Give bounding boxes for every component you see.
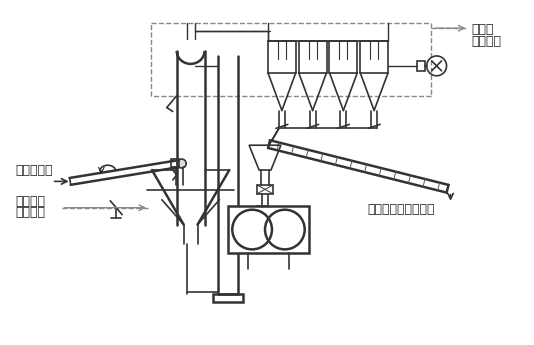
Text: 高温风机: 高温风机 xyxy=(15,206,45,219)
Text: 入生料均化库提升机: 入生料均化库提升机 xyxy=(367,203,435,216)
Bar xyxy=(171,159,179,167)
Bar xyxy=(257,185,273,194)
Text: 至窑尾: 至窑尾 xyxy=(472,23,494,36)
Bar xyxy=(268,41,296,73)
Bar xyxy=(417,61,425,71)
Circle shape xyxy=(177,159,186,168)
Bar xyxy=(299,41,326,73)
Bar xyxy=(329,41,357,73)
Text: 废气处理: 废气处理 xyxy=(472,34,501,48)
Bar xyxy=(360,41,388,73)
Text: 来自配料站: 来自配料站 xyxy=(15,164,52,177)
Bar xyxy=(214,294,243,302)
Bar xyxy=(229,206,309,253)
Text: 来自窑尾: 来自窑尾 xyxy=(15,195,45,208)
